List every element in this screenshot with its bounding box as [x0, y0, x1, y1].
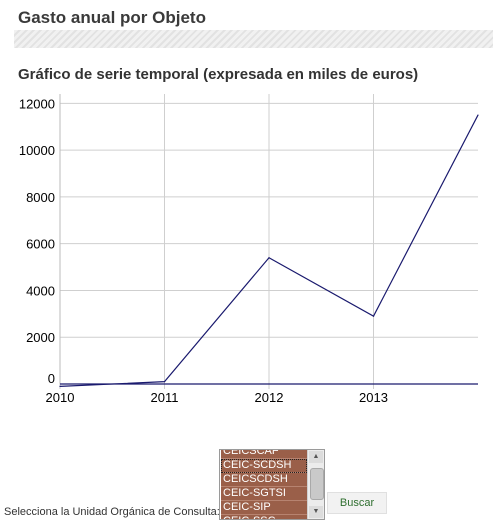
x-tick-label: 2010 [46, 390, 75, 405]
chart-title: Gráfico de serie temporal (expresada en … [18, 66, 419, 83]
data-point [268, 257, 270, 259]
y-tick-label: 6000 [26, 237, 55, 252]
scroll-down-icon[interactable]: ▼ [309, 506, 323, 518]
data-point [59, 385, 61, 387]
page-header: Gasto anual por Objeto [0, 0, 493, 48]
data-point [163, 381, 166, 383]
select-option[interactable]: CEIC-SCDSH [221, 459, 307, 473]
select-option[interactable]: CEICSCDSH [221, 473, 307, 487]
page-title: Gasto anual por Objeto [18, 8, 206, 27]
select-option[interactable]: CEIC-SSC [221, 515, 307, 519]
consult-label: Selecciona la Unidad Orgánica de Consult… [4, 506, 220, 518]
scroll-thumb[interactable] [310, 468, 324, 500]
search-button[interactable]: Buscar [327, 492, 387, 514]
select-option[interactable]: CEIC-SIP [221, 501, 307, 515]
select-option[interactable]: CEIC-SGTSI [221, 487, 307, 501]
time-series-chart: 0 2000 4000 6000 8000 10000 12000 2010 2011 2012 2… [19, 94, 479, 405]
x-tick-label: 2012 [255, 390, 284, 405]
y-tick-label: 2000 [26, 330, 55, 345]
organic-unit-select[interactable]: CEICSCAF CEIC-SCDSH CEICSCDSH CEIC-SGTSI CEI… [219, 449, 325, 520]
data-point [372, 315, 375, 317]
y-tick-label: 0 [48, 371, 55, 386]
scroll-up-icon[interactable]: ▲ [309, 451, 323, 463]
organic-unit-options[interactable]: CEICSCAF CEIC-SCDSH CEICSCDSH CEIC-SGTSI CEI… [221, 450, 307, 519]
y-tick-label: 12000 [19, 96, 55, 111]
y-tick-label: 4000 [26, 283, 55, 298]
header-divider [14, 30, 493, 48]
select-option[interactable]: CEICSCAF [221, 450, 307, 459]
data-point [477, 114, 479, 116]
select-scrollbar[interactable]: ▲ ▼ [307, 450, 324, 519]
x-tick-label: 2011 [151, 390, 179, 405]
y-tick-label: 8000 [26, 190, 55, 205]
x-tick-label: 2013 [359, 390, 388, 405]
y-tick-label: 10000 [19, 143, 55, 158]
